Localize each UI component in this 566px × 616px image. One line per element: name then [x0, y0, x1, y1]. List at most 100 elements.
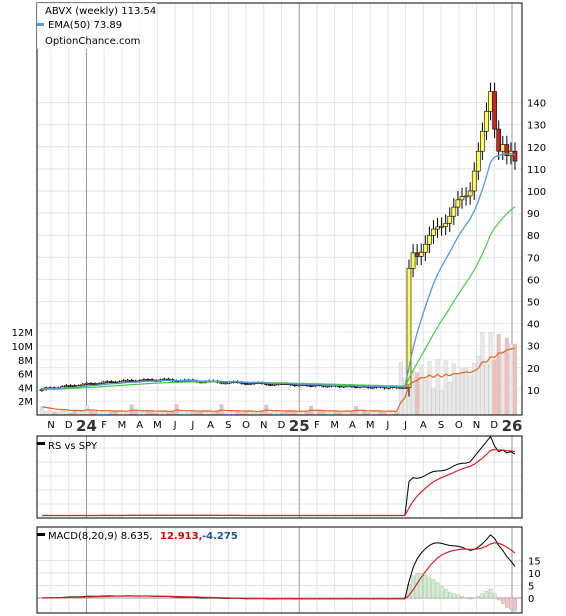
x-tick-label: S: [438, 420, 444, 431]
macd-hist-bar: [427, 576, 432, 599]
macd-hist-bar: [480, 593, 485, 599]
volume-bar: [256, 411, 261, 416]
macd-hist-bar: [125, 597, 130, 599]
candle-body: [500, 144, 506, 152]
candle-body: [512, 150, 518, 162]
candle-body: [145, 379, 151, 381]
candle-body: [463, 195, 469, 198]
volume-bar: [500, 351, 505, 416]
candle-body: [64, 385, 69, 387]
macd-hist-bar: [109, 597, 114, 599]
candle-body: [272, 383, 277, 386]
rs-ma-line: [42, 448, 516, 517]
legend-ema: EMA(50) 73.89: [48, 20, 122, 31]
volume-bar: [186, 410, 191, 416]
x-tick-label: A: [207, 420, 214, 431]
macd-hist-bar: [431, 579, 436, 599]
x-tick-label: A: [349, 420, 356, 431]
x-tick-label: M: [118, 420, 127, 431]
volume-tick-label: 12M: [12, 328, 33, 339]
macd-signal-line: [42, 542, 516, 600]
macd-hist-bar: [488, 588, 493, 599]
x-tick-label: A: [136, 420, 143, 431]
price-tick-label: 20: [527, 364, 540, 375]
macd-hist-bar: [121, 597, 126, 599]
macd-hist-bar: [101, 597, 105, 599]
price-tick-label: 110: [527, 165, 546, 176]
x-tick-label: N: [260, 420, 267, 431]
volume-bar: [447, 382, 452, 416]
volume-bar: [40, 406, 45, 416]
indicator-lines: [41, 153, 516, 600]
candle-body: [84, 383, 90, 385]
candle-body: [410, 252, 416, 269]
x-tick-label: 25: [289, 417, 310, 435]
macd-hist-bar: [492, 593, 497, 599]
x-tick-label: M: [366, 420, 375, 431]
volume-bar: [411, 370, 416, 416]
volume-bar: [48, 410, 53, 416]
macd-hist-bar: [423, 574, 428, 599]
macd-hist-bar: [174, 597, 179, 599]
volume-bar: [93, 410, 98, 416]
x-tick-label: A: [420, 420, 427, 431]
volume-bars: [40, 324, 518, 612]
macd-hist-bar: [154, 597, 158, 599]
volume-bar: [362, 410, 367, 416]
volume-bar: [464, 367, 469, 416]
volume-bar: [484, 364, 489, 416]
volume-bar: [76, 410, 81, 416]
macd-hist-bar: [448, 591, 452, 599]
candle-body: [129, 379, 135, 382]
candle-body: [467, 190, 473, 197]
volume-bar: [44, 410, 49, 416]
volume-bar: [459, 368, 464, 416]
panel-frame: [36, 435, 523, 519]
volume-bar: [178, 410, 183, 416]
candle-body: [422, 243, 428, 253]
macd-hist-bar: [170, 597, 175, 599]
volume-tick-label: 4M: [18, 383, 33, 394]
macd-hist-bar: [162, 597, 167, 599]
volume-bar: [513, 343, 518, 416]
candle-body: [455, 199, 461, 208]
candle-body: [109, 381, 114, 383]
macd-hist-bar: [129, 597, 134, 599]
rs-label: RS vs SPY: [48, 441, 98, 452]
volume-bar: [476, 355, 481, 416]
candle-body: [292, 384, 298, 387]
candle-body: [439, 225, 444, 228]
volume-bar: [101, 410, 106, 416]
volume-bar: [358, 410, 363, 416]
price-tick-label: 120: [527, 143, 546, 154]
macd-hist-bar: [142, 597, 146, 599]
candle-body: [223, 382, 228, 385]
macd-hist-bar: [158, 597, 162, 599]
price-tick-label: 10: [527, 386, 540, 397]
price-tick-label: 50: [527, 298, 540, 309]
candle-body: [369, 387, 375, 389]
macd-hist-bar: [443, 589, 448, 599]
candle-body: [496, 128, 501, 152]
macd-tick-label: 15: [528, 557, 541, 568]
volume-bar: [235, 411, 240, 416]
candle-body: [353, 386, 359, 388]
macd-hist-bar: [97, 597, 101, 599]
macd-hist-bar: [456, 594, 460, 599]
price-candles: [39, 82, 518, 397]
volume-bar: [455, 374, 460, 416]
x-tick-label: 24: [76, 417, 97, 435]
candle-body: [431, 228, 436, 236]
volume-ma-line: [41, 347, 516, 412]
candle-body: [488, 91, 493, 112]
x-tick-label: O: [242, 420, 250, 431]
candle-body: [480, 131, 485, 152]
macd-label: MACD(8,20,9) 8.635,: [48, 531, 153, 542]
macd-hist-bar: [513, 597, 517, 612]
macd-hist-bar: [407, 584, 411, 599]
x-tick-label: J: [403, 420, 407, 431]
macd-hist-bar: [435, 582, 440, 599]
ema-slow-line: [42, 206, 516, 390]
candle-body: [492, 91, 497, 130]
